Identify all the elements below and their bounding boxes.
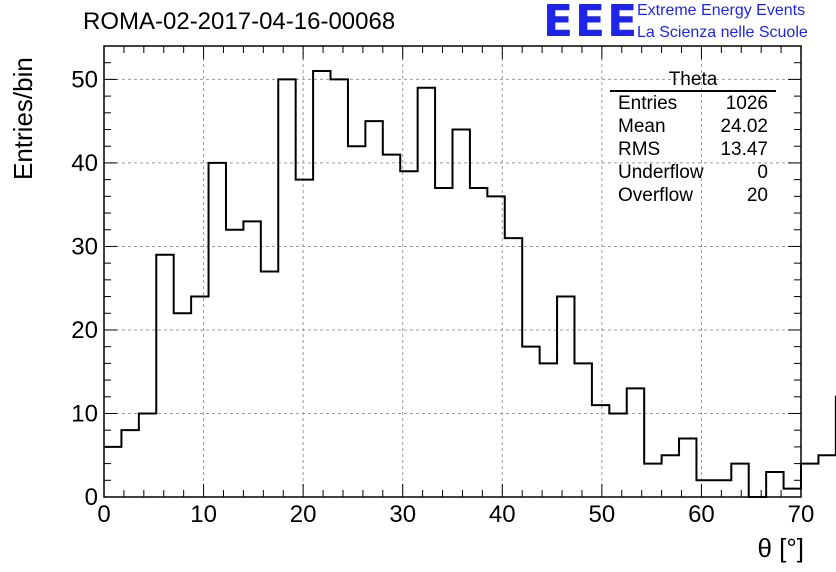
stats-box: Theta Entries 1026 Mean 24.02 RMS 13.47 … bbox=[610, 70, 776, 207]
y-tick-label: 30 bbox=[71, 233, 98, 260]
histogram-bin bbox=[784, 489, 801, 497]
axis-ticks bbox=[103, 45, 802, 498]
histogram-bin bbox=[609, 413, 626, 497]
histogram-bin bbox=[679, 439, 696, 497]
histogram-bin bbox=[243, 221, 260, 497]
stats-value: 0 bbox=[757, 162, 768, 183]
histogram-bin bbox=[348, 146, 365, 497]
histogram-bin bbox=[174, 313, 191, 497]
histogram-bin bbox=[400, 171, 417, 497]
y-tick-label: 20 bbox=[71, 317, 98, 344]
x-tick-label: 10 bbox=[190, 501, 217, 528]
histogram-bin bbox=[801, 464, 818, 497]
histogram-bin bbox=[592, 405, 609, 497]
histogram-bin bbox=[278, 79, 295, 497]
stats-row-entries: Entries 1026 bbox=[610, 92, 776, 115]
x-tick-label: 30 bbox=[389, 501, 416, 528]
histogram-bin bbox=[505, 238, 522, 497]
x-tick-label: 40 bbox=[489, 501, 516, 528]
histogram-bin bbox=[574, 363, 591, 497]
histogram-bin bbox=[296, 180, 313, 497]
stats-value: 13.47 bbox=[720, 139, 768, 160]
histogram-bin bbox=[261, 272, 278, 498]
plot-frame bbox=[103, 45, 802, 498]
histogram-bin bbox=[487, 196, 504, 497]
histogram-bin bbox=[104, 447, 121, 497]
tick-labels: 0 10 20 30 40 50 60 70 0 10 20 30 40 50 bbox=[71, 66, 814, 528]
histogram-bin bbox=[644, 464, 661, 497]
histogram-bin bbox=[714, 480, 731, 497]
x-tick-label: 60 bbox=[688, 501, 715, 528]
logo-subtitle-line2: La Scienza nelle Scuole bbox=[637, 24, 808, 41]
eee-logo-mark: EEE bbox=[543, 0, 640, 47]
stats-row-underflow: Underflow 0 bbox=[610, 161, 776, 184]
histogram-title: ROMA-02-2017-04-16-00068 bbox=[83, 8, 396, 35]
stats-box-title: Theta bbox=[610, 70, 776, 92]
histogram-bin bbox=[731, 464, 748, 497]
histogram-bin bbox=[435, 188, 452, 497]
y-tick-label: 0 bbox=[85, 484, 98, 511]
y-tick-label: 40 bbox=[71, 150, 98, 177]
plot-border bbox=[103, 45, 802, 498]
histogram-bin bbox=[156, 255, 173, 497]
stats-row-overflow: Overflow 20 bbox=[610, 184, 776, 207]
histogram-bin bbox=[383, 155, 400, 497]
x-tick-label: 50 bbox=[589, 501, 616, 528]
histogram-bin bbox=[470, 188, 487, 497]
stats-label: Overflow bbox=[618, 185, 693, 206]
stats-label: Underflow bbox=[618, 162, 704, 183]
stats-label: Mean bbox=[618, 116, 666, 137]
x-tick-label: 20 bbox=[290, 501, 317, 528]
histogram-bin bbox=[365, 121, 382, 497]
stats-value: 24.02 bbox=[720, 116, 768, 137]
x-tick-label: 70 bbox=[788, 501, 815, 528]
histogram-bin bbox=[313, 71, 330, 497]
histogram-bin bbox=[557, 297, 574, 497]
y-tick-label: 50 bbox=[71, 66, 98, 93]
x-axis-label: θ [°] bbox=[757, 533, 804, 563]
histogram-bin bbox=[453, 130, 470, 497]
histogram-series bbox=[104, 70, 836, 498]
histogram-bin bbox=[818, 455, 835, 497]
x-tick-label: 0 bbox=[97, 501, 110, 528]
histogram-bin bbox=[139, 413, 156, 497]
y-tick-label: 10 bbox=[71, 400, 98, 427]
histogram-bin bbox=[331, 79, 348, 497]
histogram-bin bbox=[418, 88, 435, 497]
histogram-bin bbox=[209, 163, 226, 497]
logo-subtitle-line1: Extreme Energy Events bbox=[637, 2, 806, 19]
stats-value: 20 bbox=[746, 185, 768, 206]
histogram-bin bbox=[191, 297, 208, 497]
stats-label: Entries bbox=[618, 93, 678, 114]
y-axis-label: Entries/bin bbox=[8, 57, 38, 180]
histogram-bin bbox=[522, 347, 539, 497]
histogram-bin bbox=[627, 388, 644, 497]
histogram-bin bbox=[226, 230, 243, 497]
histogram-outline bbox=[104, 70, 836, 498]
stats-row-mean: Mean 24.02 bbox=[610, 115, 776, 138]
stats-label: RMS bbox=[618, 139, 661, 160]
histogram-bin bbox=[540, 363, 557, 497]
stats-value: 1026 bbox=[725, 93, 768, 114]
stats-row-rms: RMS 13.47 bbox=[610, 138, 776, 161]
histogram-bin bbox=[662, 455, 679, 497]
histogram-bin bbox=[696, 480, 713, 497]
histogram-bin bbox=[121, 430, 138, 497]
